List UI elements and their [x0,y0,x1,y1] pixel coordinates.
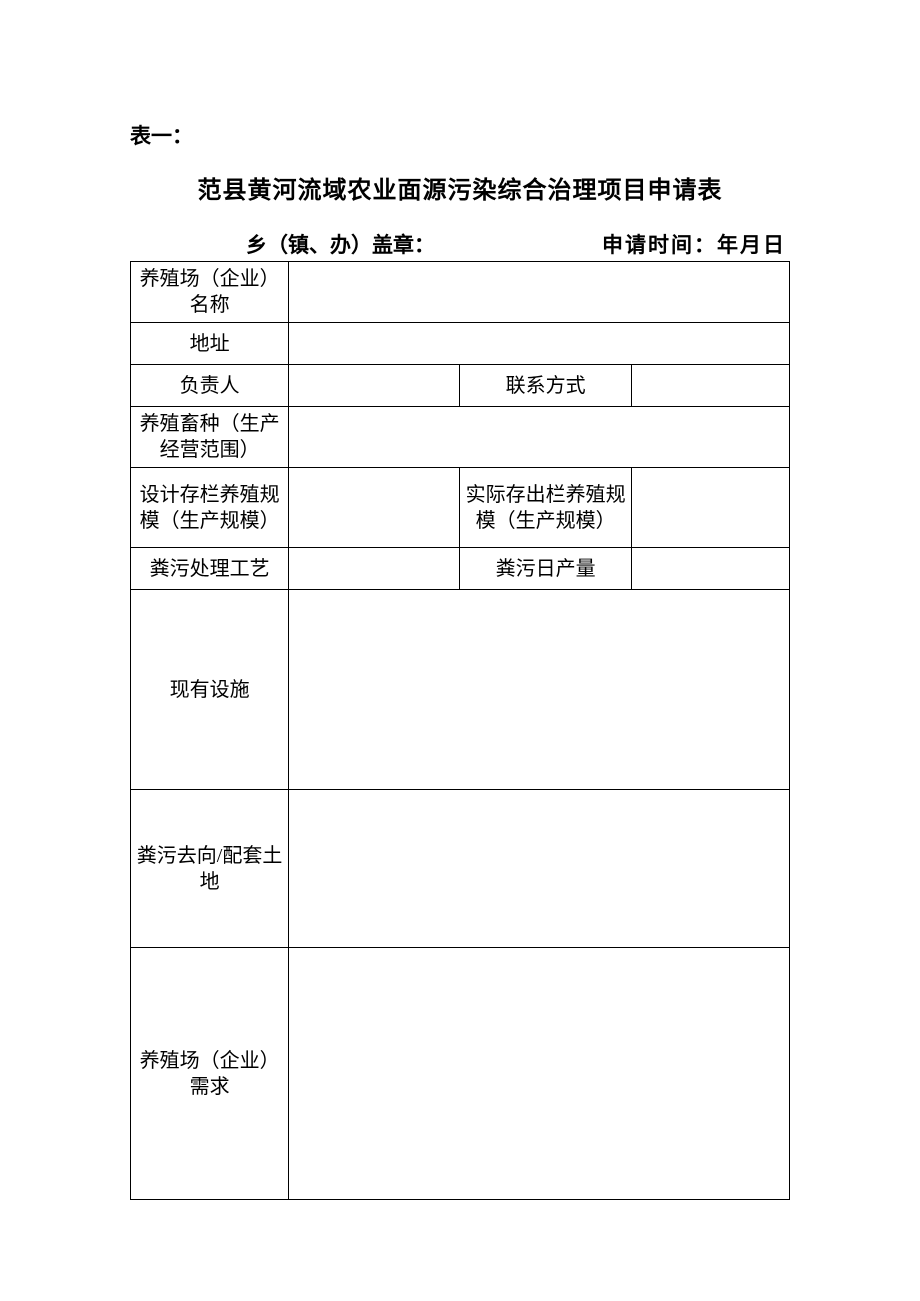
form-title: 范县黄河流域农业面源污染综合治理项目申请表 [130,170,790,205]
value-farm-name [289,262,790,323]
label-farm-name: 养殖场（企业）名称 [131,262,289,323]
value-farm-needs [289,948,790,1200]
value-actual-scale [631,468,789,548]
table-row: 现有设施 [131,590,790,790]
label-actual-scale: 实际存出栏养殖规模（生产规模） [460,468,631,548]
table-row: 养殖场（企业）名称 [131,262,790,323]
value-manure-process [289,548,460,590]
value-existing-facilities [289,590,790,790]
table-row: 粪污去向/配套土地 [131,790,790,948]
header-spacer [435,229,602,259]
value-livestock-type [289,407,790,468]
label-manure-daily-output: 粪污日产量 [460,548,631,590]
application-form-table: 养殖场（企业）名称 地址 负责人 联系方式 养殖畜种（生产经营范围） 设计存栏养… [130,261,790,1200]
label-design-scale: 设计存栏养殖规模（生产规模） [131,468,289,548]
table-row: 养殖畜种（生产经营范围） [131,407,790,468]
label-livestock-type: 养殖畜种（生产经营范围） [131,407,289,468]
label-existing-facilities: 现有设施 [131,590,289,790]
value-address [289,323,790,365]
table-row: 养殖场（企业）需求 [131,948,790,1200]
label-address: 地址 [131,323,289,365]
value-design-scale [289,468,460,548]
value-manure-destination [289,790,790,948]
header-row: 乡（镇、办）盖章： 申请时间：年月日 [130,229,790,259]
label-farm-needs: 养殖场（企业）需求 [131,948,289,1200]
stamp-label: 乡（镇、办）盖章： [246,229,435,259]
label-person-in-charge: 负责人 [131,365,289,407]
value-manure-daily-output [631,548,789,590]
label-contact: 联系方式 [460,365,631,407]
table-number-label: 表一： [130,120,790,150]
label-manure-destination: 粪污去向/配套土地 [131,790,289,948]
value-person-in-charge [289,365,460,407]
apply-time-label: 申请时间：年月日 [602,229,786,259]
table-row: 粪污处理工艺 粪污日产量 [131,548,790,590]
value-contact [631,365,789,407]
label-manure-process: 粪污处理工艺 [131,548,289,590]
table-row: 设计存栏养殖规模（生产规模） 实际存出栏养殖规模（生产规模） [131,468,790,548]
table-row: 地址 [131,323,790,365]
table-row: 负责人 联系方式 [131,365,790,407]
